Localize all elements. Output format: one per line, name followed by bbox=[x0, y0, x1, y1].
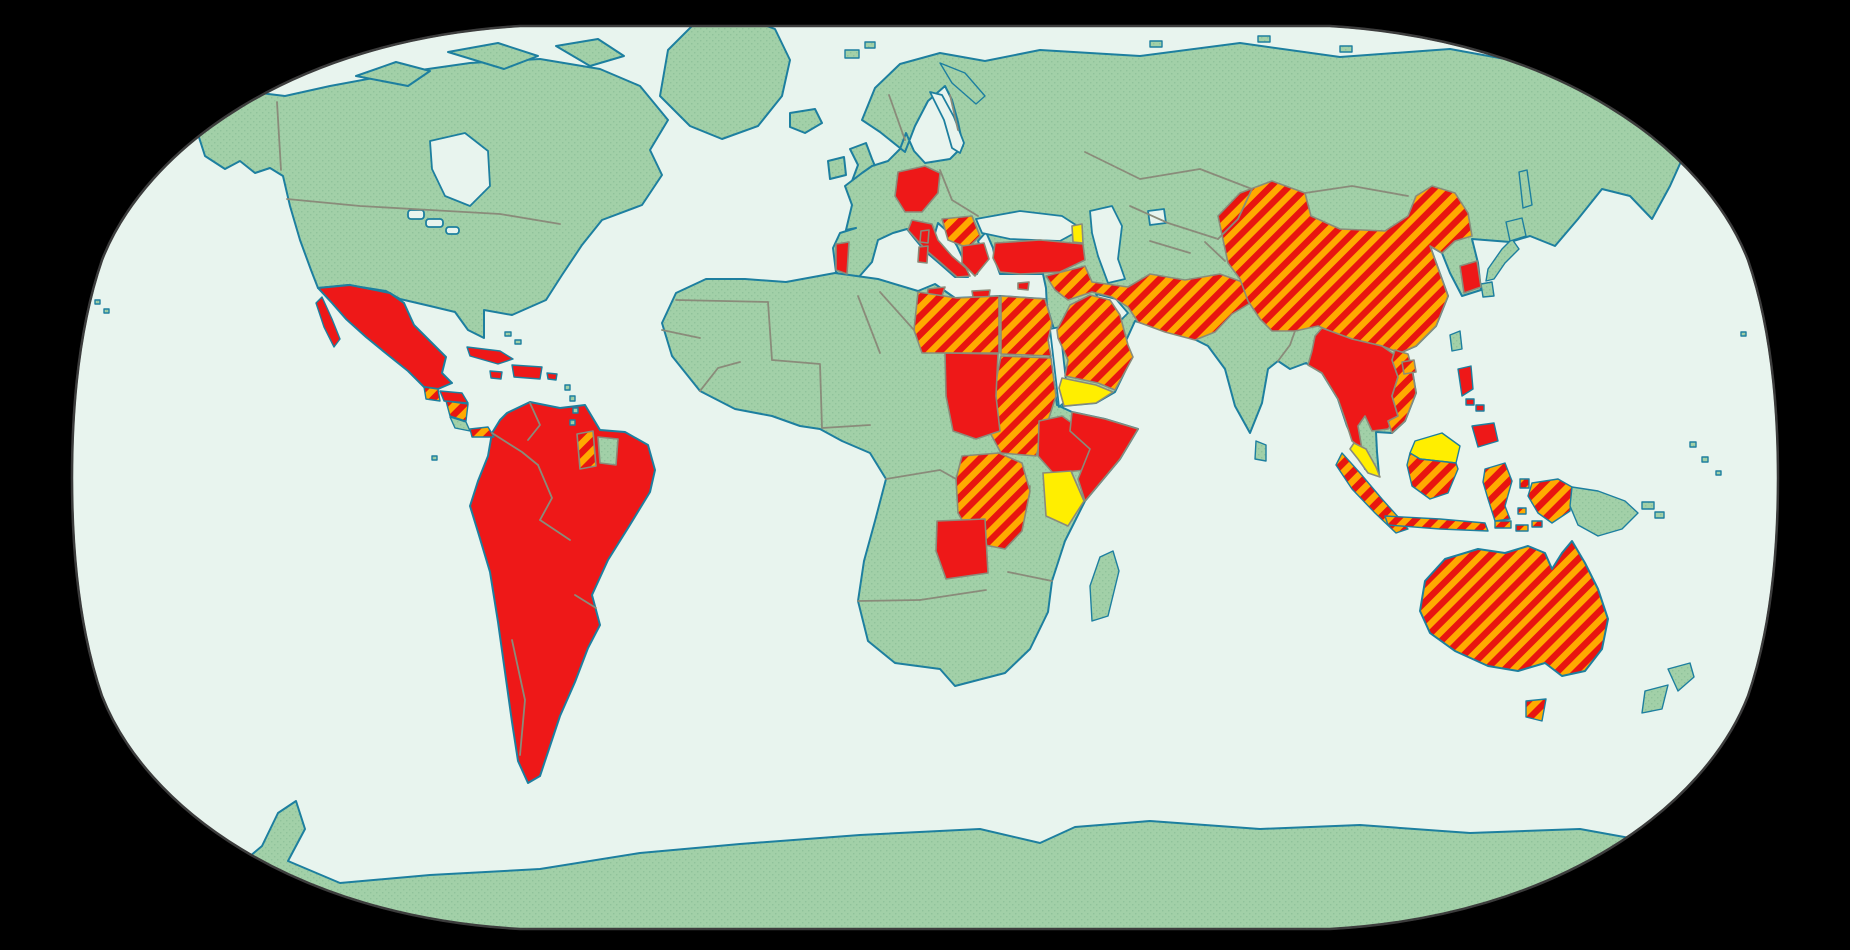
map-outline bbox=[70, 24, 1780, 931]
hudson-bay bbox=[429, 132, 491, 207]
region-sardinia bbox=[917, 245, 929, 264]
region-guatemala bbox=[423, 386, 441, 402]
region-corsica bbox=[919, 229, 930, 244]
region-sakhalin bbox=[1518, 169, 1533, 209]
region-germany bbox=[894, 165, 941, 213]
region-arctic-ru-islands bbox=[1339, 45, 1353, 53]
region-hispaniola bbox=[511, 364, 543, 380]
region-lesser-antilles bbox=[569, 395, 576, 402]
region-pacific-islands bbox=[1701, 456, 1709, 463]
region-libya bbox=[913, 291, 1000, 354]
region-pacific-islands bbox=[103, 308, 110, 314]
region-melanesia bbox=[1654, 511, 1665, 519]
region-middle-east bbox=[1045, 265, 1253, 341]
region-arctic-islands bbox=[355, 61, 431, 87]
region-philippines bbox=[1475, 404, 1485, 412]
region-angola bbox=[935, 518, 989, 580]
region-lesser-antilles bbox=[572, 407, 579, 414]
region-lesser-sunda bbox=[1494, 520, 1512, 529]
region-caucasus bbox=[1071, 223, 1084, 244]
region-melanesia bbox=[1641, 501, 1655, 510]
region-arctic-ru-islands bbox=[1257, 35, 1271, 43]
region-papua-new-guinea bbox=[1569, 486, 1639, 537]
region-maluku bbox=[1517, 507, 1527, 515]
region-cuba bbox=[466, 346, 514, 365]
region-sulawesi bbox=[1482, 462, 1513, 522]
great-lakes bbox=[425, 218, 444, 228]
region-mexico bbox=[317, 284, 453, 390]
region-jamaica bbox=[489, 370, 503, 380]
region-baja-california bbox=[315, 296, 341, 348]
region-pacific-islands bbox=[1715, 470, 1722, 476]
region-somalia bbox=[1069, 411, 1139, 502]
region-madagascar bbox=[1089, 550, 1120, 622]
region-iceland bbox=[789, 108, 823, 134]
region-philippines bbox=[1465, 398, 1475, 406]
region-kalimantan bbox=[1406, 452, 1459, 500]
region-panama bbox=[469, 426, 495, 438]
region-japan bbox=[1505, 217, 1527, 242]
region-bahamas bbox=[514, 339, 522, 345]
region-hainan bbox=[1401, 359, 1417, 375]
region-arctic-ru-islands bbox=[1149, 40, 1163, 48]
region-novaya-zemlya bbox=[939, 62, 986, 105]
region-south-america bbox=[469, 401, 656, 784]
region-pacific-islands bbox=[431, 455, 438, 461]
region-lesser-sunda bbox=[1515, 524, 1529, 532]
region-arctic-islands bbox=[555, 38, 625, 67]
region-japan bbox=[1485, 238, 1520, 282]
region-pacific-islands bbox=[1740, 331, 1747, 337]
region-sumatra bbox=[1335, 452, 1409, 534]
country-borders bbox=[276, 94, 1409, 756]
region-honduras bbox=[439, 390, 469, 404]
region-lesser-sunda bbox=[1531, 520, 1543, 528]
region-guyana bbox=[576, 430, 597, 470]
region-pacific-islands bbox=[94, 299, 101, 305]
region-greenland bbox=[659, 26, 791, 140]
caspian-sea bbox=[1089, 205, 1126, 284]
region-nicaragua bbox=[445, 400, 469, 422]
region-portugal bbox=[835, 241, 850, 275]
region-pacific-islands bbox=[1689, 441, 1697, 448]
great-lakes bbox=[445, 226, 460, 235]
region-china bbox=[1217, 180, 1473, 354]
region-greece bbox=[961, 242, 990, 277]
region-malaysia-peninsula bbox=[1349, 442, 1381, 478]
region-lesser-antilles bbox=[569, 419, 576, 426]
region-cyprus bbox=[1017, 281, 1030, 291]
region-balkans bbox=[941, 215, 981, 249]
region-maluku bbox=[1519, 478, 1530, 489]
region-puerto-rico bbox=[546, 372, 558, 381]
region-svalbard bbox=[844, 49, 860, 59]
region-japan bbox=[1480, 281, 1495, 298]
region-tasmania bbox=[1525, 698, 1547, 722]
region-sri-lanka bbox=[1254, 440, 1267, 462]
region-lesser-antilles bbox=[564, 384, 571, 391]
region-taiwan bbox=[1449, 330, 1463, 352]
region-kenya bbox=[1042, 470, 1085, 527]
region-south-korea bbox=[1459, 260, 1482, 294]
region-java bbox=[1384, 515, 1489, 532]
region-svalbard bbox=[864, 41, 876, 49]
region-australia bbox=[1419, 540, 1609, 677]
aral-sea bbox=[1147, 208, 1167, 226]
region-chad bbox=[944, 352, 1001, 440]
region-egypt bbox=[1000, 295, 1053, 357]
region-new-zealand bbox=[1667, 662, 1695, 692]
region-ireland bbox=[827, 156, 847, 180]
region-new-zealand bbox=[1641, 684, 1669, 714]
great-lakes bbox=[407, 209, 425, 220]
region-saudi-arabia bbox=[1056, 294, 1134, 391]
region-yemen bbox=[1058, 377, 1114, 407]
region-philippines bbox=[1457, 365, 1474, 397]
region-arctic-islands bbox=[447, 42, 539, 70]
region-suriname bbox=[597, 436, 619, 466]
region-bahamas bbox=[504, 331, 512, 337]
baltic-sea bbox=[929, 91, 965, 154]
region-philippines bbox=[1471, 422, 1499, 448]
black-sea bbox=[975, 210, 1083, 242]
region-west-papua bbox=[1527, 478, 1573, 524]
